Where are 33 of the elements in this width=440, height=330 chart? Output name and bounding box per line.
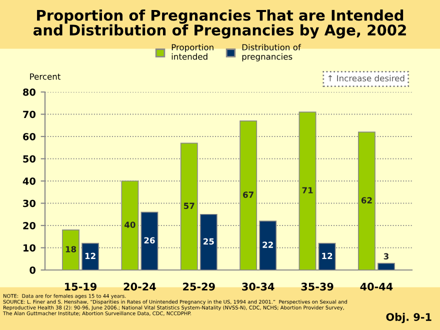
y-tick-label: 30: [23, 200, 36, 208]
text: ↑ Increase desired: [328, 74, 404, 82]
y-axis-title: Percent: [30, 74, 60, 80]
y-tick-label: 60: [23, 132, 36, 140]
data-label: 26: [144, 237, 155, 244]
data-label: 12: [322, 252, 332, 259]
data-label: 25: [204, 238, 214, 245]
x-tick-label: 40-44: [360, 282, 393, 291]
x-tick-label: 25-29: [183, 282, 215, 291]
chart-title: Proportion of Pregnancies That are Intended and Distribution of Pregnancies by Age, 2002: [33, 9, 406, 39]
y-tick-label: 0: [30, 266, 36, 274]
x-tick-label: 15-19: [65, 282, 97, 291]
data-label: 12: [85, 252, 96, 259]
data-label: 57: [184, 202, 194, 210]
data-label: 40: [124, 222, 136, 228]
x-tick-label: 20-24: [124, 282, 156, 291]
data-label: 62: [361, 197, 372, 204]
y-tick-label: 80: [23, 88, 36, 96]
data-label: 18: [66, 246, 76, 252]
data-label: 71: [302, 187, 313, 194]
x-tick-label: 35-39: [301, 282, 334, 291]
y-tick-label: 50: [23, 155, 36, 163]
legend-label: Proportion intended: [172, 44, 214, 60]
x-tick-label: 30-34: [242, 282, 274, 291]
text: Obj. 9-1: [386, 312, 432, 324]
y-tick-label: 10: [24, 244, 36, 252]
y-tick-label: 40: [22, 177, 36, 185]
y-tick-label: 20: [23, 222, 36, 230]
data-label: 67: [243, 192, 254, 198]
data-label: 22: [262, 242, 273, 248]
data-label: 3: [384, 253, 388, 260]
legend-label: Distribution of pregnancies: [242, 44, 302, 62]
y-tick-label: 70: [23, 110, 36, 118]
